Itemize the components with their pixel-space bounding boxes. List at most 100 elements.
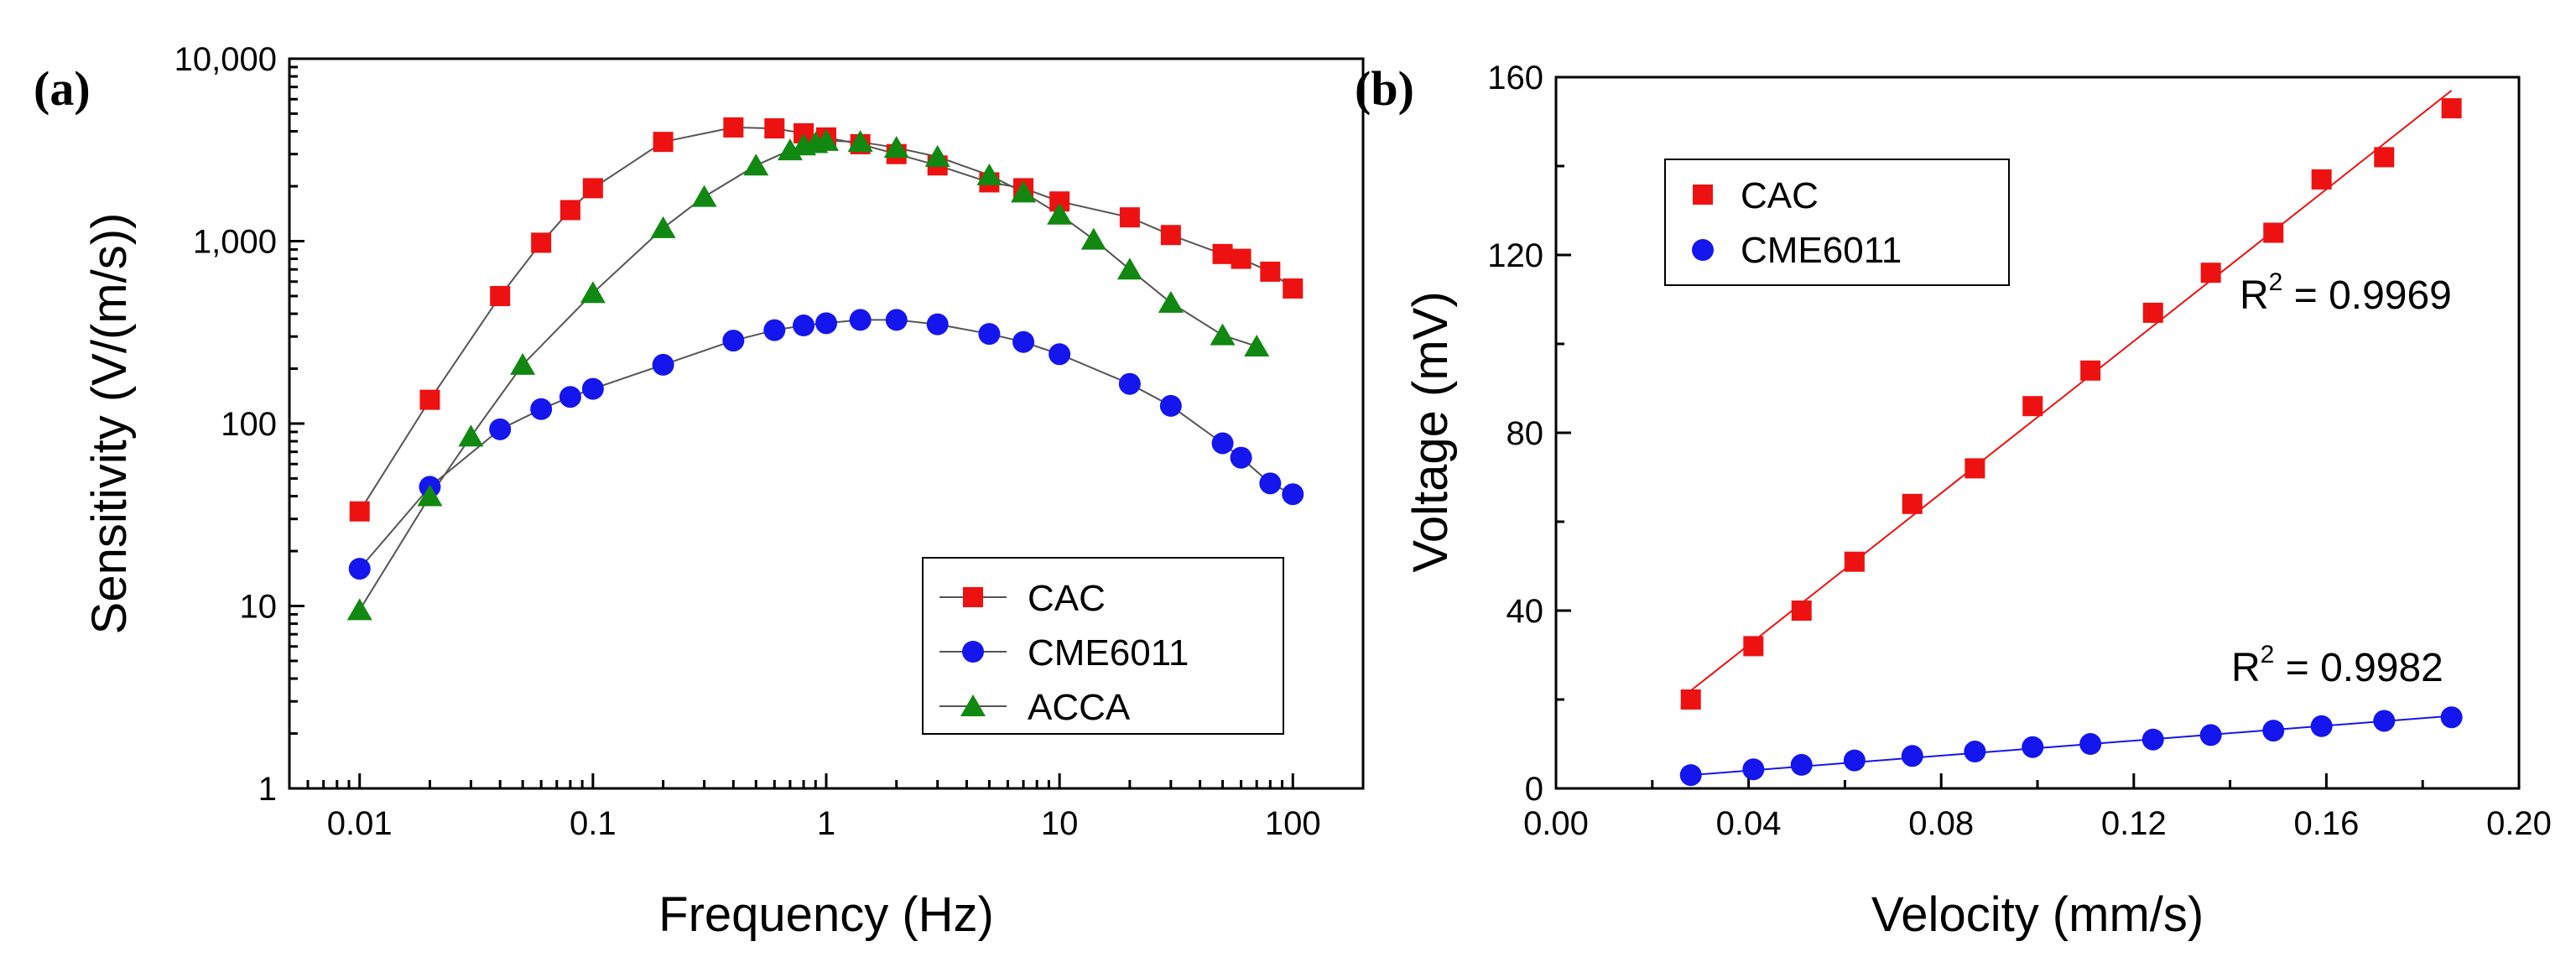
y-tick-label: 10,000 [174, 41, 277, 78]
panel-b-y-axis-title: Voltage (mV) [1403, 291, 1458, 572]
cac-point [490, 285, 511, 306]
x-tick-label: 0.00 [1523, 805, 1589, 842]
x-tick-label: 0.12 [2101, 805, 2167, 842]
cme6011-point [1211, 432, 1234, 455]
acca-point [510, 352, 536, 375]
cac-point [1791, 601, 1812, 621]
cme6011-point [1049, 343, 1071, 366]
acca-point [1080, 227, 1106, 250]
panel-a-legend: CAC CME6011 ACCA [922, 557, 1284, 735]
cme6011-point [530, 398, 553, 420]
cac-point [2374, 147, 2395, 168]
legend-acca-label: ACCA [1028, 687, 1131, 728]
acca-point [1047, 202, 1073, 225]
cac-point [2022, 396, 2043, 417]
legend-b-cac-marker [1693, 185, 1713, 205]
cme6011-point [1118, 372, 1141, 395]
cme6011-point [793, 315, 815, 337]
cac-point [1844, 551, 1865, 572]
panel-b-label: (b) [1355, 61, 1414, 116]
x-tick-label: 0.01 [327, 805, 393, 842]
x-tick-label: 10 [1041, 805, 1079, 842]
panel-a-label: (a) [34, 61, 91, 116]
panel-a-y-axis-title: Sensitivity (V/(m/s)) [82, 213, 137, 635]
acca-point [1011, 180, 1037, 203]
acca-point [691, 185, 717, 207]
cac-point [2080, 360, 2101, 381]
acca-point [346, 598, 372, 621]
legend-b-cac-label: CAC [1741, 175, 1819, 216]
cme6011-point [1964, 741, 1986, 763]
y-tick-label: 160 [1487, 60, 1543, 96]
cac-point [349, 501, 370, 522]
cac-point [2263, 222, 2284, 243]
cac-point [1283, 278, 1304, 299]
panel-a-sensitivity-chart: (a) 0.01 0.1 1 10 100 1 10 100 1,000 10,000 Freq… [34, 41, 1365, 942]
panel-b-x-axis-title: Velocity (mm/s) [1871, 887, 2204, 942]
acca-point [883, 136, 909, 159]
cac-point [2441, 98, 2462, 119]
cac-point [531, 232, 552, 253]
y-tick-label: 0 [1525, 771, 1543, 808]
cac-point [653, 132, 674, 153]
cme6011-point [885, 309, 908, 331]
acca-point [814, 128, 839, 151]
cme6011-point [1159, 394, 1182, 417]
cac-point [1743, 636, 1764, 657]
acca-point [650, 216, 676, 238]
x-tick-label: 0.16 [2293, 805, 2359, 842]
cac-point [1902, 493, 1923, 514]
cac-point [559, 200, 580, 221]
cme6011-point [1230, 446, 1252, 469]
cac-point [1260, 261, 1281, 282]
cac-point [419, 389, 440, 410]
cme6011-point [1843, 749, 1866, 772]
cac-point [1119, 207, 1140, 228]
cac-point [723, 117, 744, 138]
cac-point [1212, 243, 1233, 264]
acca-point [580, 281, 606, 304]
x-tick-label: 100 [1265, 805, 1321, 842]
legend-b-cme6011-marker [1692, 239, 1714, 261]
x-tick-label: 0.08 [1908, 805, 1974, 842]
cme6011-point [1679, 764, 1702, 787]
cme6011-point [722, 330, 745, 352]
cac-fit-line [1690, 90, 2453, 692]
cme6011-point [2310, 715, 2333, 737]
cac-r2-annotation: R2 = 0.9969 [2240, 268, 2452, 318]
legend-acca-marker [960, 694, 986, 716]
cac-point [1160, 225, 1181, 246]
cme6011-series-line [358, 319, 1293, 570]
cac-r2-base: R [2240, 273, 2269, 318]
acca-point [743, 153, 769, 176]
cme6011-point [2262, 720, 2285, 742]
x-tick-label: 0.20 [2486, 805, 2552, 842]
cme6011-r2-annotation: R2 = 0.9982 [2231, 641, 2443, 690]
y-tick-label: 100 [221, 406, 277, 443]
cme6011-r2-exponent: 2 [2261, 641, 2275, 668]
legend-cac-marker [963, 587, 983, 607]
cac-point [2200, 263, 2221, 283]
cac-point [2311, 169, 2332, 190]
panel-a-x-axis: 0.01 0.1 1 10 100 [288, 773, 1365, 842]
cme6011-point [559, 386, 581, 408]
acca-point [1116, 257, 1142, 280]
panel-a-y-axis: 1 10 100 1,000 10,000 [174, 41, 304, 808]
cac-point [582, 178, 603, 199]
panel-b-legend-box [1664, 159, 2010, 286]
cme6011-point [763, 319, 786, 341]
y-tick-label: 10 [240, 589, 278, 626]
cme6011-r2-base: R [2231, 646, 2261, 690]
acca-point [417, 484, 443, 507]
panel-b-voltage-chart: (b) 0.00 0.04 0.08 0.12 0.16 0.20 0 40 80 120 160… [1355, 60, 2552, 942]
panel-b-x-axis: 0.00 0.04 0.08 0.12 0.16 0.20 [1523, 773, 2552, 842]
cme6011-point [2022, 736, 2044, 758]
y-tick-label: 1 [258, 771, 277, 808]
cac-point [2142, 302, 2163, 323]
cme6011-point [652, 353, 674, 376]
x-tick-label: 0.04 [1716, 805, 1782, 842]
cme6011-point [1790, 753, 1813, 776]
cme6011-point [1901, 745, 1923, 767]
cme6011-point [926, 313, 949, 335]
